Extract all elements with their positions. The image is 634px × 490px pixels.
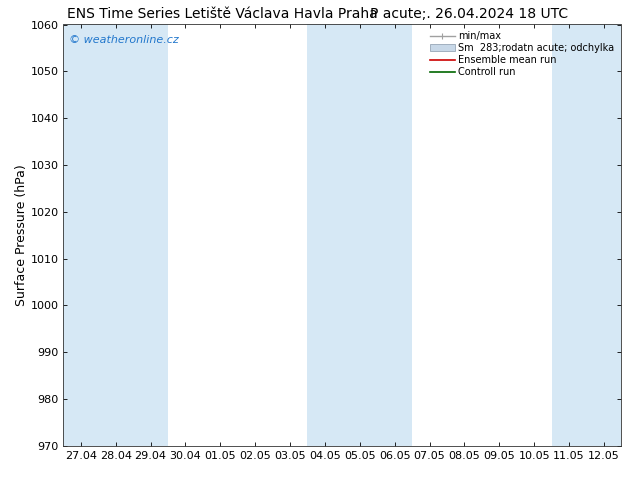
Bar (98, 24, 133, 446)
Legend: min/max, Sm  283;rodatn acute; odchylka, Ensemble mean run, Controll run: min/max, Sm 283;rodatn acute; odchylka, … (426, 27, 618, 81)
Y-axis label: Surface Pressure (hPa): Surface Pressure (hPa) (15, 164, 28, 306)
Bar (586, 24, 621, 446)
Bar (552, 24, 586, 446)
Bar (307, 24, 342, 446)
Bar (342, 24, 377, 446)
Bar (63, 24, 98, 446)
Text: P acute;. 26.04.2024 18 UTC: P acute;. 26.04.2024 18 UTC (370, 7, 568, 22)
Text: ENS Time Series Letiště Václava Havla Praha: ENS Time Series Letiště Václava Havla Pr… (67, 7, 377, 22)
Bar (377, 24, 412, 446)
Bar (133, 24, 168, 446)
Text: © weatheronline.cz: © weatheronline.cz (69, 35, 179, 45)
